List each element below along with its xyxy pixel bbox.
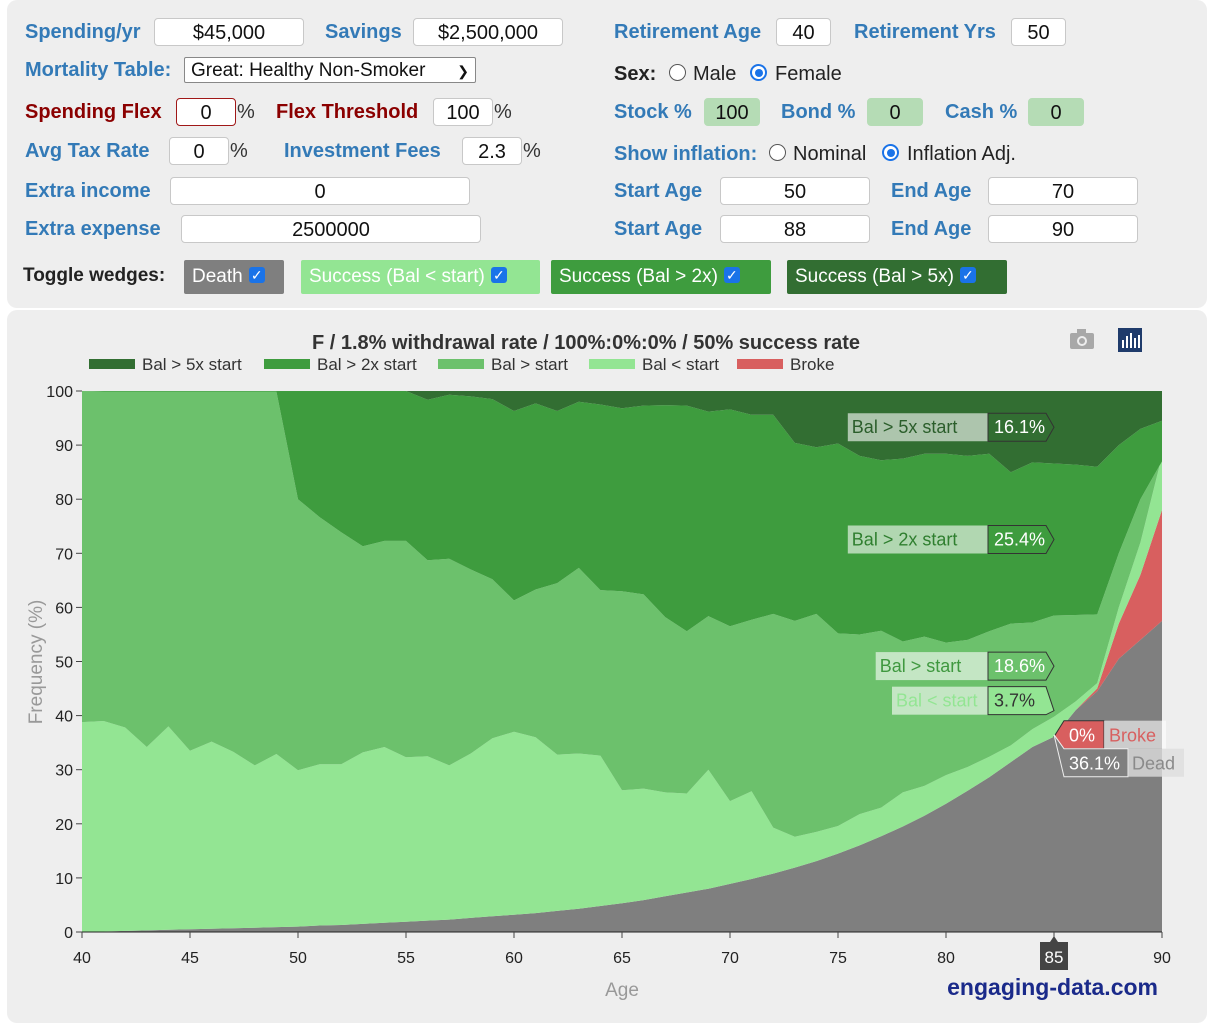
bond-label: Bond %	[781, 101, 856, 123]
checkbox-checked-icon[interactable]: ✓	[723, 267, 740, 283]
chevron-down-icon: ❯	[457, 63, 469, 79]
spending-flex-label: Spending Flex	[25, 101, 162, 123]
income-end-age-label: End Age	[891, 180, 972, 202]
inflation-nominal-label: Nominal	[793, 143, 867, 165]
avg-tax-input[interactable]: 0	[169, 137, 229, 165]
mortality-value: Great: Healthy Non-Smoker	[191, 60, 426, 81]
expense-start-age-input[interactable]: 88	[720, 215, 870, 243]
fees-percent: %	[523, 140, 541, 162]
retirement-yrs-label: Retirement Yrs	[854, 21, 996, 43]
savings-label: Savings	[325, 21, 402, 43]
inflation-adj-label: Inflation Adj.	[907, 143, 1016, 165]
retirement-age-input[interactable]: 40	[776, 18, 831, 46]
toggle-success-5x-label: Success (Bal > 5x)	[795, 266, 954, 287]
mortality-select[interactable]: Great: Healthy Non-Smoker ❯	[184, 57, 476, 83]
flex-threshold-input[interactable]: 100	[433, 98, 493, 126]
sex-female-label: Female	[775, 63, 842, 85]
toggle-death[interactable]: Death ✓	[184, 260, 284, 294]
toggle-success-lt[interactable]: Success (Bal < start) ✓	[301, 260, 540, 294]
income-start-age-label: Start Age	[614, 180, 703, 202]
savings-input[interactable]: $2,500,000	[413, 18, 563, 46]
inflation-label: Show inflation:	[614, 143, 758, 165]
flex-threshold-percent: %	[494, 101, 512, 123]
sex-female-radio[interactable]	[750, 64, 767, 81]
retirement-yrs-input[interactable]: 50	[1011, 18, 1066, 46]
toggle-death-label: Death	[192, 266, 243, 287]
avg-tax-label: Avg Tax Rate	[25, 140, 150, 162]
flex-threshold-label: Flex Threshold	[276, 101, 419, 123]
inflation-adj-radio[interactable]	[882, 144, 899, 161]
extra-income-input[interactable]: 0	[170, 177, 470, 205]
extra-income-label: Extra income	[25, 180, 151, 202]
camera-icon[interactable]	[1070, 329, 1094, 349]
cash-label: Cash %	[945, 101, 1018, 123]
inflation-nominal-radio[interactable]	[769, 144, 786, 161]
retirement-age-label: Retirement Age	[614, 21, 762, 43]
expense-end-age-label: End Age	[891, 218, 972, 240]
fees-label: Investment Fees	[284, 140, 441, 162]
spending-flex-input[interactable]: 0	[176, 98, 236, 126]
stock-label: Stock %	[614, 101, 692, 123]
toggle-success-lt-label: Success (Bal < start)	[309, 266, 485, 287]
chart-panel	[7, 310, 1207, 1023]
sex-male-radio[interactable]	[669, 64, 686, 81]
spending-input[interactable]: $45,000	[154, 18, 304, 46]
spending-flex-percent: %	[237, 101, 255, 123]
income-start-age-input[interactable]: 50	[720, 177, 870, 205]
checkbox-checked-icon[interactable]: ✓	[248, 267, 265, 283]
avg-tax-percent: %	[230, 140, 248, 162]
toggle-success-2x[interactable]: Success (Bal > 2x) ✓	[551, 260, 771, 294]
stock-input[interactable]: 100	[704, 98, 760, 126]
spending-label: Spending/yr	[25, 21, 141, 43]
toggle-wedges-label: Toggle wedges:	[23, 265, 166, 286]
income-end-age-input[interactable]: 70	[988, 177, 1138, 205]
expense-start-age-label: Start Age	[614, 218, 703, 240]
fees-input[interactable]: 2.3	[462, 137, 522, 165]
bar-chart-icon[interactable]	[1118, 328, 1142, 352]
mortality-label: Mortality Table:	[25, 59, 172, 81]
toggle-success-2x-label: Success (Bal > 2x)	[559, 266, 718, 287]
extra-expense-label: Extra expense	[25, 218, 161, 240]
expense-end-age-input[interactable]: 90	[988, 215, 1138, 243]
extra-expense-input[interactable]: 2500000	[181, 215, 481, 243]
toggle-success-5x[interactable]: Success (Bal > 5x) ✓	[787, 260, 1007, 294]
checkbox-checked-icon[interactable]: ✓	[490, 267, 507, 283]
sex-male-label: Male	[693, 63, 737, 85]
sex-label: Sex:	[614, 63, 657, 85]
checkbox-checked-icon[interactable]: ✓	[959, 267, 976, 283]
cash-input[interactable]: 0	[1028, 98, 1084, 126]
bond-input[interactable]: 0	[867, 98, 923, 126]
